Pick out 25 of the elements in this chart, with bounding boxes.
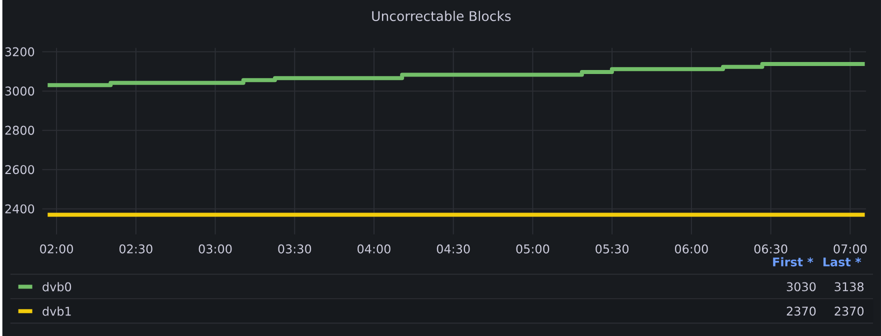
legend-label: dvb1 [42,306,71,316]
legend-label: dvb0 [42,282,72,292]
x-tick-label: 02:00 [40,244,73,254]
text: 3030 [786,282,816,292]
x-tick-label: 06:30 [754,244,788,254]
y-tick-label: 3200 [5,47,34,56]
x-tick-label: 06:00 [674,244,708,254]
x-tick-label: 03:00 [198,244,232,254]
x-tick-label: 04:30 [436,244,470,254]
x-tick-label: 04:00 [358,244,390,254]
text: First * [773,257,814,266]
text: 2370 [834,306,864,316]
x-tick-label: 07:00 [834,244,867,254]
text: Last * [823,257,862,266]
text: 2370 [786,306,816,316]
y-tick-label: 3000 [5,86,34,96]
chart-title: Uncorrectable Blocks [372,10,511,22]
y-tick-label: 2800 [5,126,34,135]
x-tick-label: 03:30 [278,244,312,254]
y-tick-label: 2400 [5,204,34,214]
text: 3138 [834,282,864,292]
y-tick-label: 2600 [5,165,34,174]
x-tick-label: 02:30 [119,244,152,254]
x-tick-label: 05:30 [596,244,629,254]
x-tick-label: 05:00 [516,244,550,254]
